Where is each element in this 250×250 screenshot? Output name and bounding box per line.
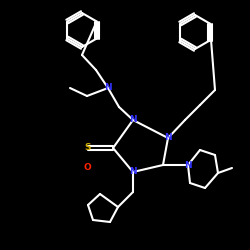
Text: S: S [85,144,91,152]
Text: N: N [164,134,172,142]
Text: N: N [129,116,137,124]
Text: O: O [83,164,91,172]
Text: N: N [184,160,192,170]
Text: N: N [129,168,137,176]
Text: N: N [104,84,112,92]
